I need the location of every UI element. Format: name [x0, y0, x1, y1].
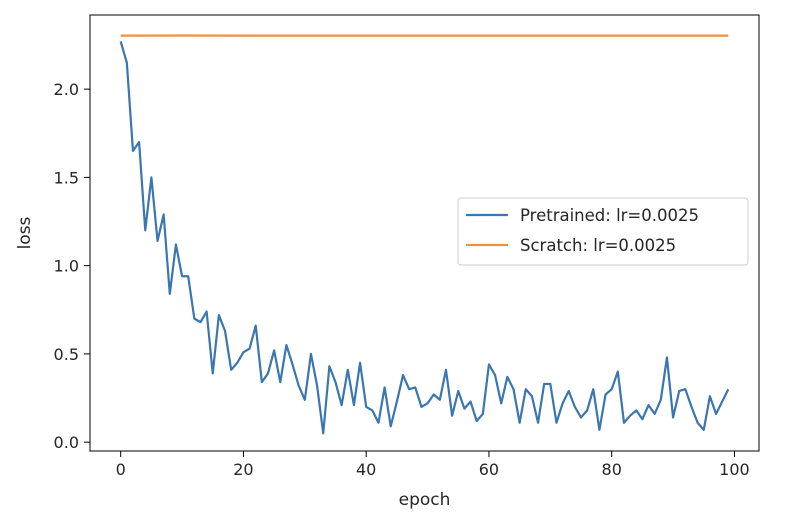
plot-frame: [89, 14, 760, 452]
y-tick-label: 0.0: [54, 433, 79, 452]
y-axis-ticks: 0.0 0.5 1.0 1.5 2.0: [54, 80, 90, 452]
series-line-pretrained: [119, 41, 730, 435]
x-tick-label: 100: [719, 460, 750, 479]
x-tick-label: 20: [233, 460, 253, 479]
y-tick-label: 0.5: [54, 345, 79, 364]
x-tick-label: 0: [116, 460, 126, 479]
y-tick-label: 1.0: [54, 257, 79, 276]
x-tick-label: 60: [479, 460, 499, 479]
legend-label-pretrained: Pretrained: lr=0.0025: [520, 206, 699, 225]
x-axis-label: epoch: [399, 490, 451, 510]
legend-label-scratch: Scratch: lr=0.0025: [520, 236, 676, 255]
legend: Pretrained: lr=0.0025 Scratch: lr=0.0025: [457, 197, 749, 266]
y-tick-label: 1.5: [54, 168, 79, 187]
y-axis-label: loss: [15, 216, 35, 249]
x-tick-label: 40: [356, 460, 376, 479]
plot-lines: [119, 34, 730, 435]
x-axis-ticks: 0 20 40 60 80 100: [116, 451, 750, 479]
legend-box: [457, 197, 749, 266]
y-tick-label: 2.0: [54, 80, 79, 99]
x-tick-label: 80: [602, 460, 622, 479]
